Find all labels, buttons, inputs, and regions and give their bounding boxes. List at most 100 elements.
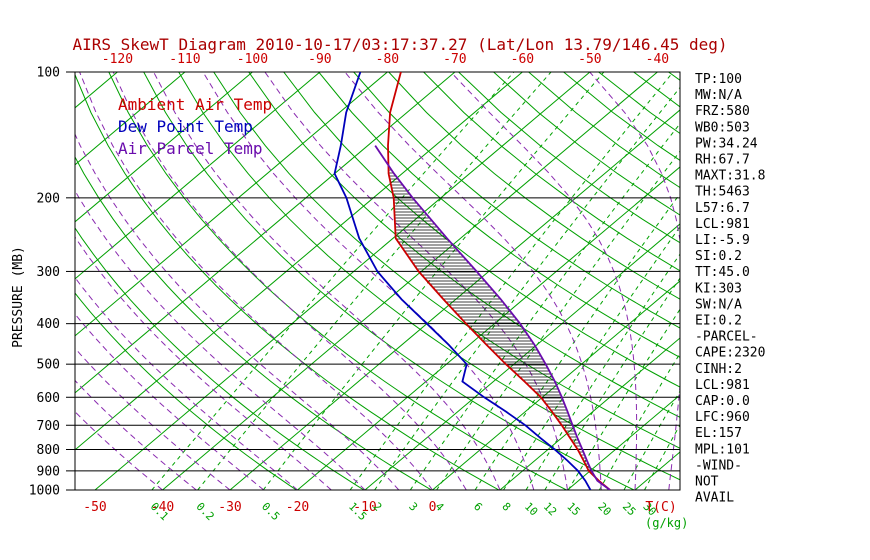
stats-line: FRZ:580: [695, 104, 750, 119]
stats-line: EL:157: [695, 426, 742, 441]
isotherm-line: [75, 72, 253, 223]
mixing-ratio-label: 25: [620, 500, 639, 519]
pressure-tick-label: 600: [37, 391, 60, 406]
moist-adiabat-line: [75, 189, 366, 490]
stats-line: TT:45.0: [695, 265, 750, 280]
mixing-ratio-line: [644, 423, 680, 490]
isotherm-line: [770, 72, 870, 490]
stats-line: MW:N/A: [695, 88, 742, 103]
chart-title: AIRS SkewT Diagram 2010-10-17/03:17:37.2…: [72, 35, 727, 54]
mixing-ratio-label: 0.2: [194, 500, 217, 523]
cape-hatch-area: [388, 169, 593, 474]
dry-adiabat-line: [423, 72, 680, 272]
pressure-tick-label: 300: [37, 265, 60, 280]
stats-line: -WIND-: [695, 458, 742, 473]
stats-line: LFC:960: [695, 410, 750, 425]
stats-line: SW:N/A: [695, 297, 742, 312]
isotherm-line: [499, 337, 680, 490]
stats-line: L57:6.7: [695, 201, 750, 216]
stats-line: CAPE:2320: [695, 346, 765, 361]
isotherm-line: [634, 451, 680, 490]
bottom-temp-label: -20: [286, 500, 309, 515]
pressure-tick-label: 900: [37, 464, 60, 479]
dry-adiabat-line: [75, 156, 432, 490]
bottom-temp-label: 0: [429, 500, 437, 515]
top-temp-label: -110: [169, 52, 200, 67]
stats-line: SI:0.2: [695, 249, 742, 264]
isotherm-line: [297, 166, 680, 490]
top-temp-label: -120: [102, 52, 133, 67]
moist-adiabat-line: [264, 72, 568, 490]
mixing-ratio-line: [544, 277, 680, 490]
mixing-ratio-line: [567, 308, 680, 490]
mixing-ratio-line: [525, 253, 680, 490]
top-temp-label: -50: [578, 52, 601, 67]
pressure-tick-label: 500: [37, 358, 60, 373]
dewpoint-curve: [333, 72, 592, 490]
mixing-ratio-label: 3: [406, 500, 420, 514]
pressure-tick-label: 700: [37, 419, 60, 434]
plot-border: [74, 71, 681, 491]
top-temp-label: -100: [237, 52, 268, 67]
stats-line: CINH:2: [695, 362, 742, 377]
moist-adiabat-line: [75, 132, 400, 490]
sounding-curves: [333, 72, 611, 490]
stats-line: LCL:981: [695, 217, 750, 232]
moist-adiabat-line: [153, 72, 501, 490]
dry-adiabat-line: [248, 72, 680, 418]
dry-adiabat-line: [458, 72, 680, 244]
pressure-tick-label: 200: [37, 191, 60, 206]
ambient-temp-curve: [387, 72, 611, 490]
moist-adiabat-line: [75, 379, 197, 490]
moist-adiabat-line: [75, 411, 163, 490]
mixing-ratio-line: [409, 122, 680, 490]
isotherm-line: [75, 72, 523, 451]
isotherm-line: [75, 72, 456, 394]
bottom-temp-label: -40: [151, 500, 174, 515]
mixing-ratio-line: [474, 192, 680, 490]
dry-adiabat-line: [353, 72, 680, 329]
isotherm-line: [364, 223, 680, 490]
stats-line: KI:303: [695, 281, 742, 296]
dry-adiabat-line: [143, 72, 635, 490]
parcel-temp-curve: [374, 145, 611, 490]
isotherm-line: [75, 72, 388, 337]
stats-line: RH:67.7: [695, 153, 750, 168]
legend-parcel-label: Air Parcel Temp: [118, 139, 263, 158]
mixing-ratio-label: 10: [522, 500, 541, 519]
y-axis-title: PRESSURE (MB): [11, 246, 26, 348]
mixing-ratio-label: 12: [541, 500, 560, 519]
dry-adiabat-line: [318, 72, 680, 358]
pressure-tick-label: 400: [37, 317, 60, 332]
top-temp-label: -40: [646, 52, 669, 67]
top-temp-label: -90: [308, 52, 331, 67]
stats-line: WB0:503: [695, 120, 750, 135]
mixing-ratio-label: 15: [564, 500, 583, 519]
stats-line: EI:0.2: [695, 314, 742, 329]
moist-adiabat-line: [75, 236, 332, 490]
bottom-temp-label: -50: [83, 500, 106, 515]
mixing-ratio-label: 20: [595, 500, 614, 519]
mixing-ratio-line: [503, 225, 680, 490]
moist-adiabat-line: [202, 72, 535, 490]
dry-adiabat-line: [388, 72, 680, 300]
mixing-ratio-label: 8: [499, 500, 513, 514]
top-temp-label: -70: [443, 52, 466, 67]
stats-line: MPL:101: [695, 442, 750, 457]
mixing-ratio-line: [374, 86, 680, 490]
dry-adiabat-line: [108, 72, 567, 490]
pressure-tick-label: 800: [37, 443, 60, 458]
mixing-ratio-line: [623, 390, 680, 490]
stats-line: TP:100: [695, 72, 742, 87]
stats-line: AVAIL: [695, 491, 734, 506]
x-axis-unit-label: T(C): [645, 500, 676, 515]
stats-line: CAP:0.0: [695, 394, 750, 409]
stats-line: PW:34.24: [695, 136, 758, 151]
legend-dewpoint-label: Dew Point Temp: [118, 117, 253, 136]
pressure-tick-label: 1000: [29, 484, 60, 499]
pressure-tick-label: 100: [37, 66, 60, 81]
mixing-ratio-label: 6: [471, 500, 485, 514]
mixing-ratio-line: [349, 72, 674, 490]
